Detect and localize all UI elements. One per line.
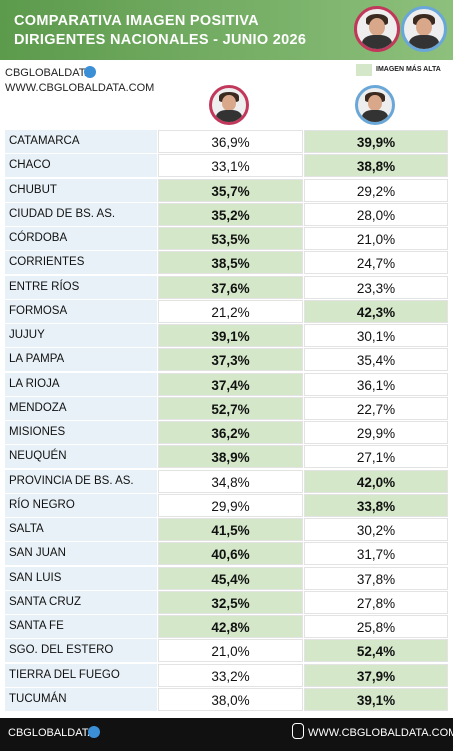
cell-value: 30,2%	[304, 518, 448, 541]
avatar	[401, 6, 447, 52]
title: DIRIGENTES NACIONALES - JUNIO 2026	[14, 32, 307, 48]
row-label: SGO. DEL ESTERO	[5, 639, 157, 663]
cell-value: 39,9%	[304, 130, 448, 153]
cell-value: 41,5%	[158, 518, 303, 541]
cell-value: 21,2%	[158, 299, 303, 323]
row-label: CHUBUT	[5, 178, 157, 202]
row-label: TIERRA DEL FUEGO	[5, 663, 157, 687]
cell-value: 35,2%	[158, 202, 303, 226]
cell-value: 35,7%	[158, 178, 303, 202]
avatar	[354, 6, 400, 52]
cell-value: 40,6%	[158, 542, 303, 566]
footer	[0, 718, 453, 751]
cell-value: 53,5%	[158, 227, 303, 250]
verified-icon	[88, 726, 100, 738]
cell-value: 27,8%	[304, 590, 448, 614]
cell-value: 33,8%	[304, 493, 448, 517]
cell-value: 35,4%	[304, 348, 448, 372]
row-label: RÍO NEGRO	[5, 493, 157, 517]
cell-value: 31,7%	[304, 542, 448, 566]
row-label: CHACO	[5, 154, 157, 178]
row-label: LA RIOJA	[5, 372, 157, 396]
brand-name: CBGLOBALDATA	[5, 67, 93, 79]
row-label: MISIONES	[5, 421, 157, 444]
row-label: TUCUMÁN	[5, 687, 157, 711]
cell-value: 23,3%	[304, 275, 448, 299]
row-label: FORMOSA	[5, 299, 157, 323]
cell-value: 32,5%	[158, 590, 303, 614]
cell-value: 37,9%	[304, 663, 448, 687]
cell-value: 21,0%	[304, 227, 448, 250]
row-label: JUJUY	[5, 324, 157, 347]
cell-value: 37,4%	[158, 372, 303, 396]
brand-url: WWW.CBGLOBALDATA.COM	[5, 82, 155, 94]
cell-value: 29,9%	[158, 493, 303, 517]
cell-value: 39,1%	[158, 324, 303, 347]
avatar	[355, 85, 395, 125]
footer-url: WWW.CBGLOBALDATA.COM	[308, 727, 453, 739]
row-label: LA PAMPA	[5, 348, 157, 372]
cell-value: 52,7%	[158, 396, 303, 420]
cell-value: 37,6%	[158, 275, 303, 299]
row-label: CÓRDOBA	[5, 227, 157, 250]
cell-value: 36,9%	[158, 130, 303, 153]
row-label: PROVINCIA DE BS. AS.	[5, 469, 157, 493]
cell-value: 29,2%	[304, 178, 448, 202]
row-label: SAN JUAN	[5, 542, 157, 566]
row-label: SANTA FE	[5, 615, 157, 638]
cell-value: 24,7%	[304, 251, 448, 275]
row-label: CATAMARCA	[5, 130, 157, 153]
verified-icon	[84, 66, 96, 78]
cell-value: 42,0%	[304, 469, 448, 493]
cell-value: 34,8%	[158, 469, 303, 493]
cell-value: 33,2%	[158, 663, 303, 687]
cell-value: 37,8%	[304, 566, 448, 590]
row-label: CORRIENTES	[5, 251, 157, 275]
cell-value: 52,4%	[304, 639, 448, 663]
row-label: SALTA	[5, 518, 157, 541]
cell-value: 36,1%	[304, 372, 448, 396]
cell-value: 21,0%	[158, 639, 303, 663]
row-label: SAN LUIS	[5, 566, 157, 590]
cell-value: 37,3%	[158, 348, 303, 372]
cell-value: 39,1%	[304, 687, 448, 711]
cell-value: 42,3%	[304, 299, 448, 323]
click-icon	[292, 723, 304, 739]
title: COMPARATIVA IMAGEN POSITIVA	[14, 13, 259, 29]
cell-value: 38,5%	[158, 251, 303, 275]
cell-value: 28,0%	[304, 202, 448, 226]
footer-name: CBGLOBALDATA	[8, 727, 96, 739]
cell-value: 22,7%	[304, 396, 448, 420]
cell-value: 38,9%	[158, 445, 303, 469]
cell-value: 38,0%	[158, 687, 303, 711]
avatar	[209, 85, 249, 125]
legend-swatch	[356, 64, 372, 76]
cell-value: 45,4%	[158, 566, 303, 590]
row-label: NEUQUÉN	[5, 445, 157, 469]
cell-value: 42,8%	[158, 615, 303, 638]
legend-label: IMAGEN MÁS ALTA	[376, 66, 441, 73]
row-label: ENTRE RÍOS	[5, 275, 157, 299]
cell-value: 29,9%	[304, 421, 448, 444]
row-label: MENDOZA	[5, 396, 157, 420]
cell-value: 25,8%	[304, 615, 448, 638]
cell-value: 27,1%	[304, 445, 448, 469]
row-label: SANTA CRUZ	[5, 590, 157, 614]
row-label: CIUDAD DE BS. AS.	[5, 202, 157, 226]
cell-value: 36,2%	[158, 421, 303, 444]
cell-value: 30,1%	[304, 324, 448, 347]
cell-value: 33,1%	[158, 154, 303, 178]
cell-value: 38,8%	[304, 154, 448, 178]
